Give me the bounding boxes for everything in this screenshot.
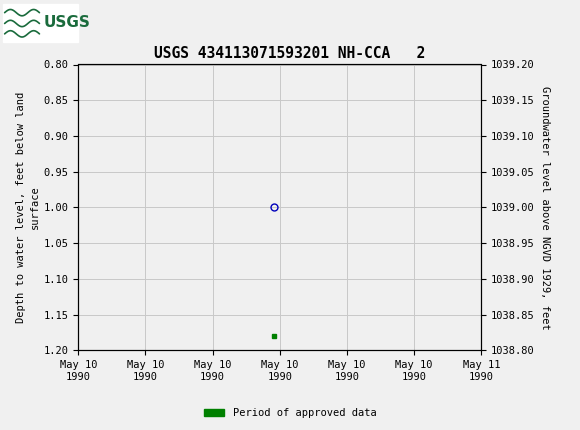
Y-axis label: Depth to water level, feet below land
surface: Depth to water level, feet below land su… bbox=[16, 92, 39, 323]
Text: USGS 434113071593201 NH-CCA   2: USGS 434113071593201 NH-CCA 2 bbox=[154, 46, 426, 61]
Y-axis label: Groundwater level above NGVD 1929, feet: Groundwater level above NGVD 1929, feet bbox=[541, 86, 550, 329]
FancyBboxPatch shape bbox=[3, 3, 78, 42]
Text: USGS: USGS bbox=[44, 15, 90, 30]
Legend: Period of approved data: Period of approved data bbox=[200, 404, 380, 423]
